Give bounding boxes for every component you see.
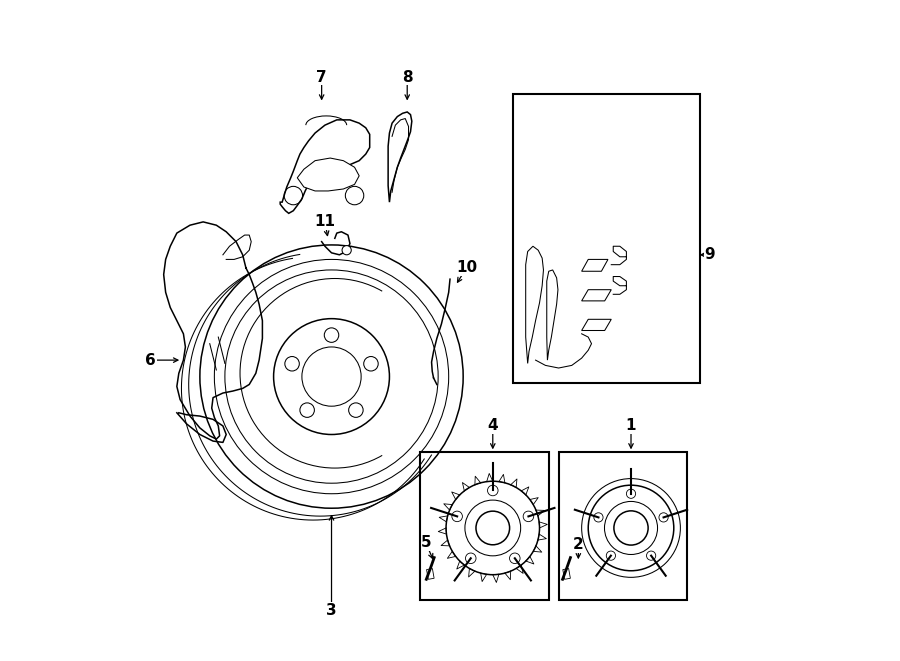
Polygon shape	[547, 270, 558, 360]
Text: 2: 2	[573, 537, 584, 552]
Bar	[512, 94, 700, 383]
Polygon shape	[388, 112, 412, 202]
Bar	[559, 452, 687, 600]
Polygon shape	[297, 158, 359, 191]
Polygon shape	[581, 319, 611, 330]
Text: 1: 1	[626, 418, 636, 434]
Bar	[420, 452, 549, 600]
Polygon shape	[581, 290, 611, 301]
Polygon shape	[526, 247, 544, 364]
Text: 5: 5	[420, 535, 431, 550]
Text: 4: 4	[488, 418, 498, 434]
Text: 6: 6	[145, 352, 156, 368]
Text: 9: 9	[705, 247, 716, 262]
Text: 10: 10	[456, 260, 477, 276]
Polygon shape	[280, 120, 370, 214]
Text: 11: 11	[314, 214, 336, 229]
Text: 3: 3	[326, 603, 337, 618]
Text: 8: 8	[402, 69, 412, 85]
Circle shape	[342, 246, 351, 254]
Text: 7: 7	[316, 69, 327, 85]
Bar	[562, 568, 571, 579]
Polygon shape	[581, 259, 608, 271]
Bar	[427, 568, 434, 579]
